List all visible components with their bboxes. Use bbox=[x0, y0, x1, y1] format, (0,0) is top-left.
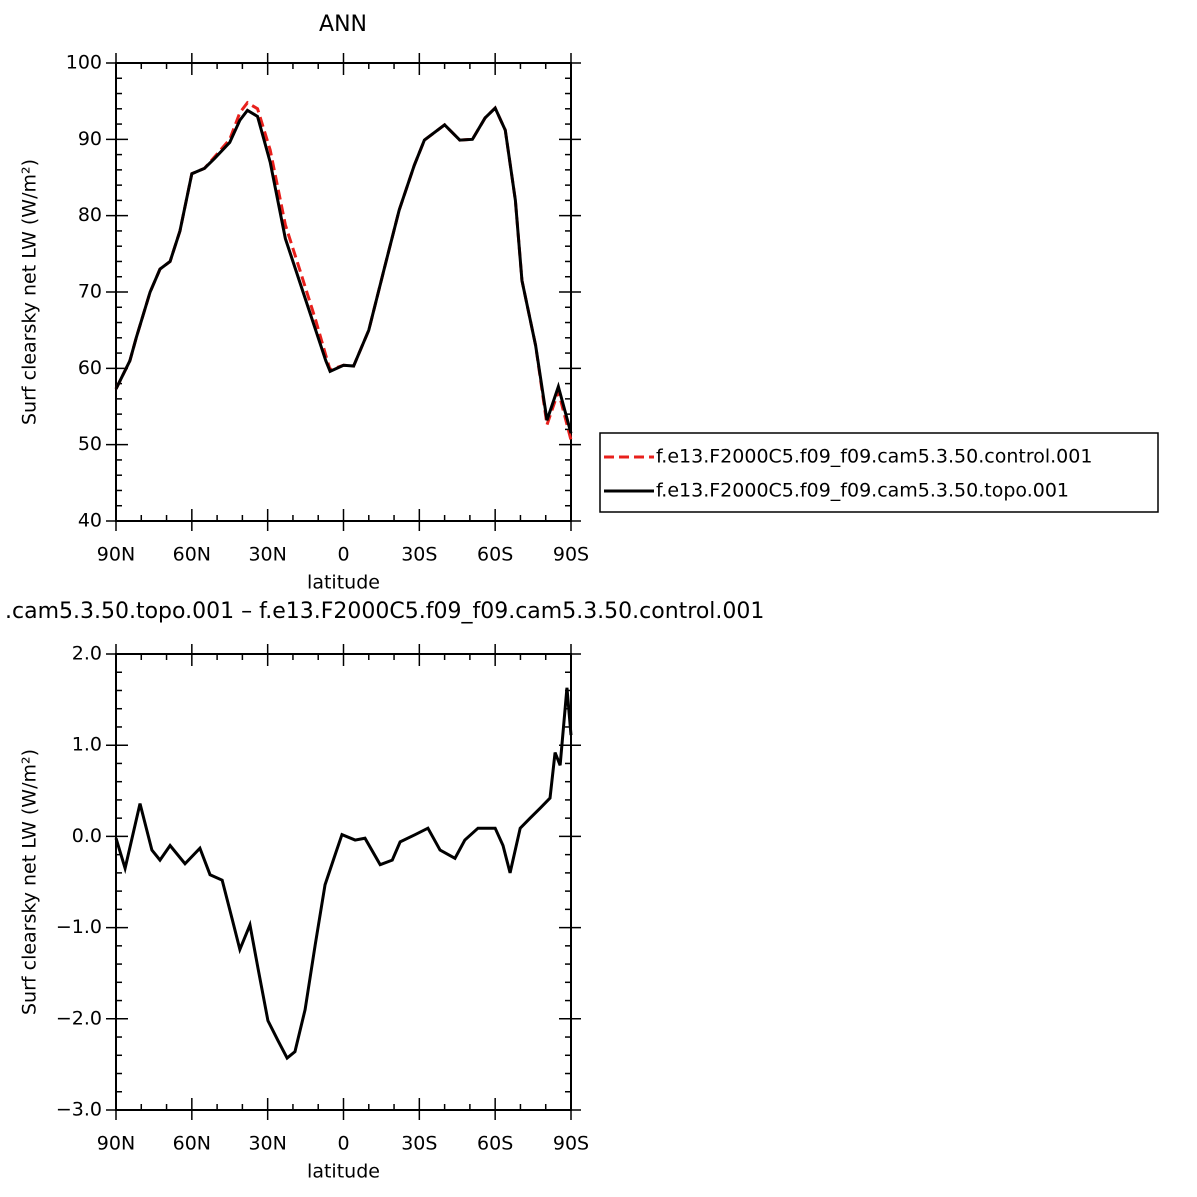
y-tick-label: 40 bbox=[78, 510, 102, 532]
x-tick-label: 30S bbox=[401, 1133, 437, 1155]
y-tick-label: 2.0 bbox=[72, 643, 102, 665]
x-tick-label: 60N bbox=[173, 1133, 211, 1155]
y-tick-label: 80 bbox=[78, 204, 102, 226]
x-tick-label: 30N bbox=[248, 1133, 286, 1155]
y-tick-label: −3.0 bbox=[56, 1099, 102, 1121]
y-tick-label: 0.0 bbox=[72, 825, 102, 847]
y-tick-label: 100 bbox=[66, 52, 102, 74]
y-tick-label: 60 bbox=[78, 357, 102, 379]
y-tick-label: 1.0 bbox=[72, 734, 102, 756]
chart-title: ANN bbox=[319, 12, 367, 37]
y-axis-label: Surf clearsky net LW (W/m²) bbox=[19, 159, 41, 425]
x-axis-label: latitude bbox=[307, 1161, 380, 1183]
y-tick-label: 50 bbox=[78, 433, 102, 455]
x-tick-label: 90N bbox=[97, 1133, 135, 1155]
x-tick-label: 60S bbox=[477, 544, 513, 566]
plot-frame bbox=[115, 653, 572, 1111]
x-axis-label: latitude bbox=[307, 572, 380, 594]
x-tick-label: 60S bbox=[477, 1133, 513, 1155]
data-line bbox=[114, 105, 573, 434]
legend-label: f.e13.F2000C5.f09_f09.cam5.3.50.topo.001 bbox=[656, 480, 1069, 502]
legend-box bbox=[599, 432, 1159, 513]
x-tick-label: 90S bbox=[553, 1133, 589, 1155]
y-axis-label: Surf clearsky net LW (W/m²) bbox=[19, 749, 41, 1015]
x-tick-label: 30N bbox=[248, 544, 286, 566]
y-tick-label: 90 bbox=[78, 128, 102, 150]
x-tick-label: 60N bbox=[173, 544, 211, 566]
data-line bbox=[114, 687, 573, 1061]
y-tick-label: −2.0 bbox=[56, 1007, 102, 1029]
data-line bbox=[114, 100, 573, 441]
chart-title: .cam5.3.50.topo.001 – f.e13.F2000C5.f09_… bbox=[5, 599, 764, 624]
x-tick-label: 90S bbox=[553, 544, 589, 566]
x-tick-label: 90N bbox=[97, 544, 135, 566]
x-tick-label: 30S bbox=[401, 544, 437, 566]
y-tick-label: 70 bbox=[78, 281, 102, 303]
plot-frame bbox=[115, 62, 572, 522]
legend-label: f.e13.F2000C5.f09_f09.cam5.3.50.control.… bbox=[656, 446, 1092, 468]
x-tick-label: 0 bbox=[337, 544, 349, 566]
x-tick-label: 0 bbox=[337, 1133, 349, 1155]
y-tick-label: −1.0 bbox=[56, 916, 102, 938]
